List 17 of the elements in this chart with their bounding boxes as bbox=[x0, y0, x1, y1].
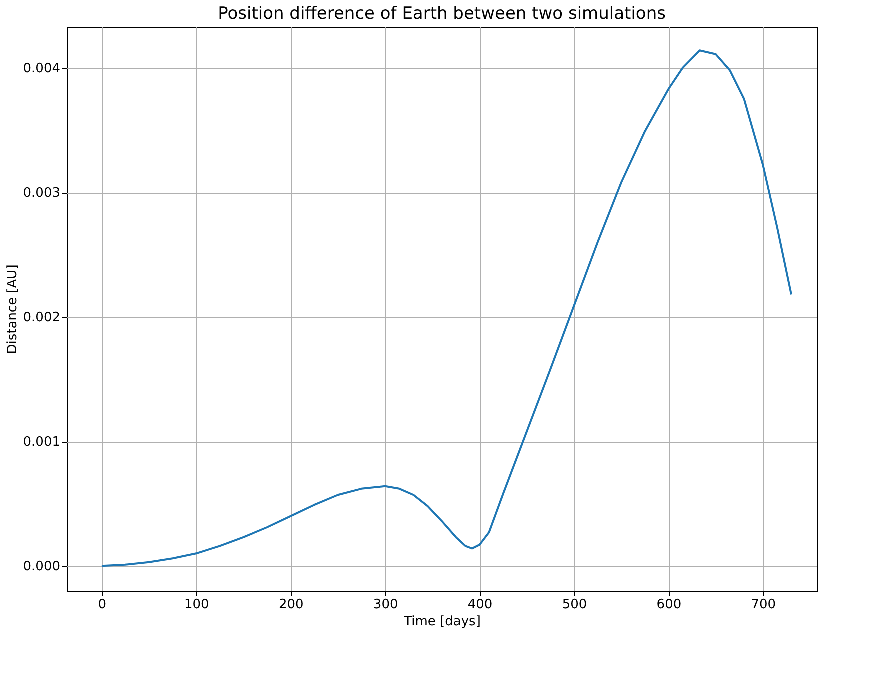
x-tick-label: 200 bbox=[278, 598, 304, 612]
y-tick-label: 0.002 bbox=[23, 310, 60, 326]
x-tick-label: 400 bbox=[468, 598, 493, 612]
x-tick-label: 500 bbox=[562, 598, 588, 612]
x-tick-label: 100 bbox=[184, 598, 210, 612]
y-tick-label: 0.003 bbox=[23, 186, 60, 202]
x-tick-label: 600 bbox=[656, 598, 682, 612]
y-tick-label: 0.004 bbox=[23, 62, 60, 77]
y-tick-label: 0.000 bbox=[23, 560, 60, 575]
x-axis-title: Time [days] bbox=[403, 614, 481, 630]
y-tick-label: 0.001 bbox=[23, 435, 60, 450]
x-tick-label: 300 bbox=[373, 598, 398, 612]
chart-title: Position difference of Earth between two simulations bbox=[218, 4, 666, 24]
x-tick-label: 0 bbox=[98, 598, 107, 612]
x-tick-label: 700 bbox=[751, 598, 776, 612]
y-axis-title: Distance [AU] bbox=[5, 264, 20, 354]
line-series bbox=[100, 50, 792, 568]
